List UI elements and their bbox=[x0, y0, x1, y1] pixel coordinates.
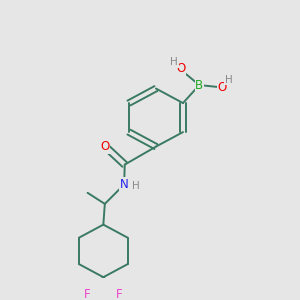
Text: F: F bbox=[84, 288, 91, 300]
Text: O: O bbox=[176, 62, 185, 75]
Text: N: N bbox=[120, 178, 128, 191]
Text: H: H bbox=[170, 57, 178, 67]
Text: O: O bbox=[217, 81, 226, 94]
Text: H: H bbox=[132, 181, 139, 190]
Text: O: O bbox=[100, 140, 110, 153]
Text: B: B bbox=[195, 79, 203, 92]
Text: F: F bbox=[116, 288, 123, 300]
Text: H: H bbox=[225, 74, 232, 85]
